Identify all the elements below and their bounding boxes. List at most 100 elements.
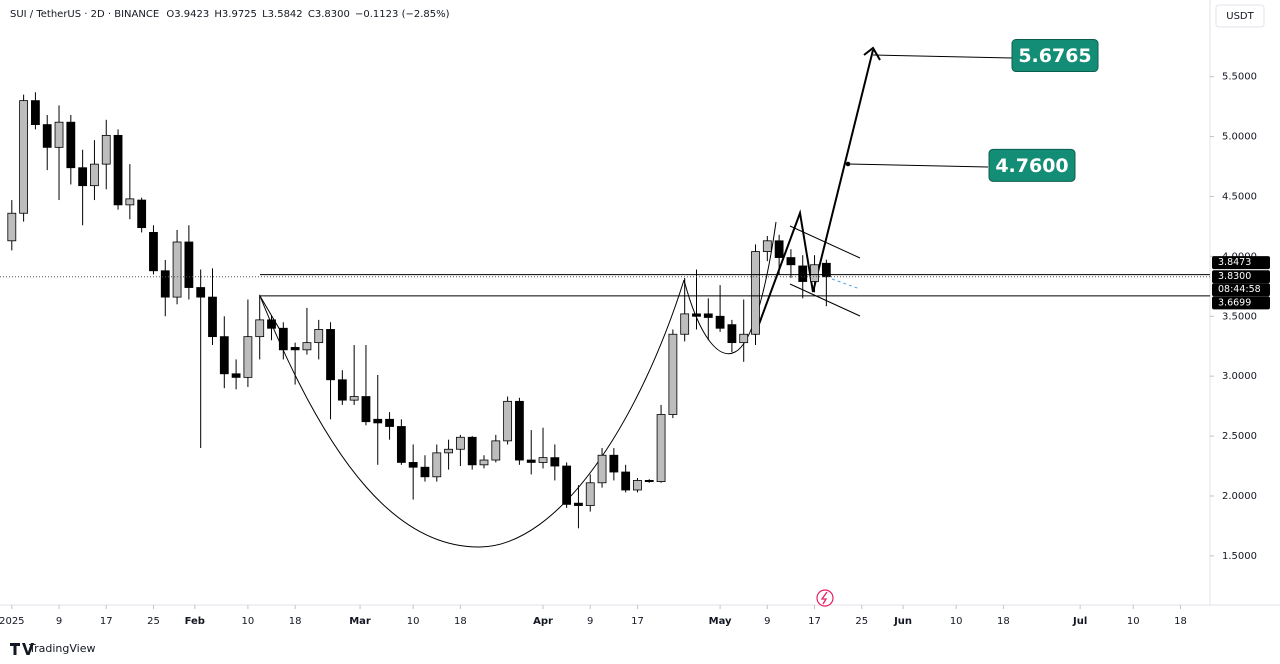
target-label: 4.7600	[995, 155, 1068, 177]
event-icon[interactable]	[816, 589, 834, 607]
candle-body	[361, 396, 371, 423]
price-line-label: 3.8473	[1218, 257, 1251, 268]
candle-body	[137, 199, 147, 229]
x-tick-label: Feb	[185, 616, 205, 627]
x-tick-label: 9	[587, 616, 593, 627]
target-label: 5.6765	[1018, 45, 1091, 67]
candle-body	[727, 324, 737, 344]
target-pointer	[872, 54, 1013, 59]
x-tick-label: 25	[147, 616, 160, 627]
candle-body	[278, 327, 288, 351]
candle-body	[31, 100, 40, 125]
candle-body	[302, 342, 312, 351]
y-tick-label: 2.0000	[1222, 491, 1257, 502]
x-tick-label: 9	[56, 616, 62, 627]
candle-body	[479, 459, 489, 466]
candle-body	[101, 134, 111, 165]
candle-body	[562, 465, 572, 505]
change: −0.1123 (−2.85%)	[355, 9, 450, 20]
pattern-drawings	[259, 46, 1013, 548]
candle-body	[444, 448, 453, 454]
candle-body	[66, 121, 76, 169]
candle-body	[373, 418, 383, 424]
candle-body	[172, 241, 182, 298]
candle-body	[597, 454, 607, 484]
candle-body	[715, 315, 725, 329]
currency[interactable]: USDT	[1226, 11, 1254, 22]
candle-body	[208, 296, 217, 338]
event-bolt	[820, 591, 828, 605]
candle-body	[550, 457, 560, 467]
candle-body	[798, 265, 808, 282]
candle-body	[90, 163, 99, 187]
x-tick-label: Apr	[533, 616, 553, 627]
dashed-projection	[831, 278, 861, 290]
x-tick-label: 18	[997, 616, 1010, 627]
candle-body	[526, 459, 536, 463]
candle-body	[290, 347, 300, 351]
candle-body	[621, 471, 631, 491]
y-tick-label: 5.0000	[1222, 132, 1257, 143]
arrow-head	[863, 46, 881, 61]
y-tick-label: 3.5000	[1222, 311, 1257, 322]
brand-logo	[10, 643, 34, 655]
candle-body	[7, 212, 17, 242]
candle-body	[255, 319, 265, 338]
last-price-label: 3.8300	[1218, 271, 1251, 282]
price-line-label-box	[1212, 296, 1270, 310]
candle-body	[680, 313, 690, 335]
cup-curve	[259, 279, 685, 548]
candle-body	[515, 400, 524, 461]
x-tick-label: 9	[764, 616, 770, 627]
candle-body	[656, 414, 666, 483]
candle-body	[585, 482, 595, 506]
candle-body	[231, 373, 241, 378]
candle-body	[774, 240, 784, 258]
candle-body	[78, 167, 88, 187]
price-line-label-box	[1212, 256, 1270, 270]
candle-body	[314, 329, 324, 344]
x-tick-label: May	[709, 616, 732, 627]
candle-body	[385, 418, 394, 427]
candle-body	[491, 440, 501, 461]
candle-body	[19, 100, 29, 214]
candle-body	[149, 232, 158, 272]
candle-body	[184, 241, 194, 288]
x-tick-label: Mar	[349, 616, 371, 627]
ohlc: H3.9725	[214, 9, 257, 20]
symbol: SUI / TetherUS · 2D · BINANCE	[10, 9, 159, 20]
target-box	[1011, 39, 1099, 73]
x-tick-label: 18	[289, 616, 302, 627]
ohlc: C3.8300	[308, 9, 350, 20]
candle-body	[810, 264, 819, 282]
candle-body	[538, 457, 548, 463]
header: SUI / TetherUS · 2D · BINANCE O3.9423 H3…	[10, 9, 450, 20]
candle-body	[455, 436, 465, 450]
y-tick-label: 2.5000	[1222, 431, 1257, 442]
x-tick-label: 17	[100, 616, 113, 627]
candle-body	[54, 121, 64, 148]
candle-body	[42, 124, 52, 148]
x-tick-label: 17	[808, 616, 821, 627]
y-tick-label: 1.5000	[1222, 551, 1257, 562]
projection-path	[754, 49, 874, 336]
candle-body	[574, 502, 583, 506]
ohlc: L3.5842	[262, 9, 303, 20]
x-tick-label: 10	[242, 616, 255, 627]
candle-body	[196, 287, 206, 298]
target-box	[988, 148, 1076, 182]
candle-body	[125, 198, 135, 206]
countdown-box	[1212, 283, 1270, 297]
candles	[7, 92, 831, 529]
flag-bottom	[789, 283, 861, 317]
countdown: 08:44:58	[1218, 284, 1261, 295]
currency-box[interactable]	[1215, 4, 1265, 28]
candle-body	[503, 400, 513, 442]
candle-body	[786, 257, 796, 266]
pointer-dot	[845, 161, 851, 167]
ohlc: O3.9423	[166, 9, 209, 20]
candle-body	[739, 333, 749, 344]
last-price-label-box	[1212, 270, 1270, 284]
